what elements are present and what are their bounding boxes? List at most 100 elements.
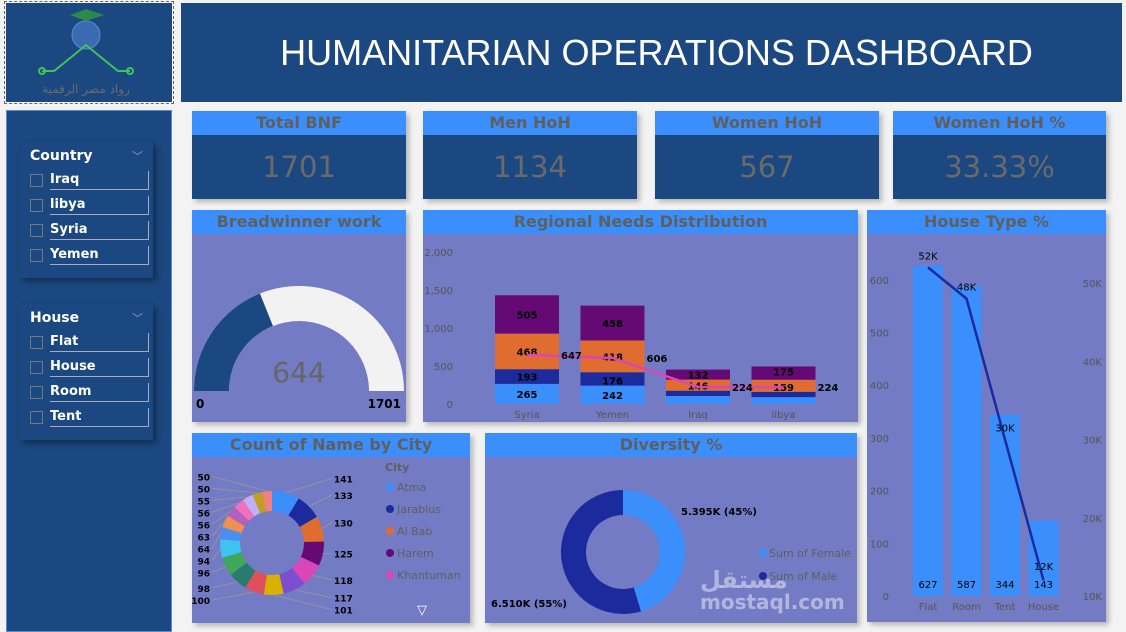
card-title: Count of Name by City (192, 433, 470, 457)
watermark-url: mostaql.com (700, 590, 845, 614)
checkbox[interactable] (30, 361, 43, 374)
kpi-label: Women HoH (655, 111, 879, 135)
donut-slice (623, 490, 685, 612)
gauge-fill (194, 293, 273, 391)
y2-tick-label: 10K (1083, 592, 1103, 603)
leader-line (211, 520, 226, 537)
slicer-option-libya[interactable]: libya (30, 193, 149, 218)
data-label: 118 (334, 577, 353, 587)
slicer-title: Country (30, 148, 93, 164)
breadwinner-gauge-card: Breadwinner work 644 0 1701 (192, 210, 406, 422)
bar-segment (495, 383, 559, 404)
y2-tick-label: 20K (1083, 514, 1103, 525)
line-label: 30K (995, 424, 1015, 435)
data-label: 6.510K (55%) (491, 599, 567, 610)
kpi-women-hoh-pct: Women HoH % 33.33% (893, 111, 1106, 199)
checkbox[interactable] (30, 249, 43, 262)
data-label: 193 (517, 373, 538, 384)
donut-slice (272, 491, 299, 516)
card-title: Diversity % (485, 433, 857, 457)
checkbox[interactable] (30, 336, 43, 349)
x-tick-label: Yemen (595, 410, 629, 421)
option-label: Iraq (50, 171, 149, 190)
slicer-option-yemen[interactable]: Yemen (30, 243, 149, 268)
bar-segment (751, 366, 816, 380)
chevron-down-icon[interactable]: ﹀ (132, 312, 143, 325)
card-title: Regional Needs Distribution (423, 210, 858, 234)
data-label: 5.395K (45%) (681, 507, 757, 518)
kpi-label: Men HoH (423, 111, 637, 135)
leader-line (211, 566, 226, 573)
leader-line (211, 532, 222, 549)
bar (990, 414, 1020, 596)
regional-needs-chart: 0 500 1,000 1,500 2,000 265 193 468 505 Syria 242 1… (424, 248, 838, 421)
leader-line (211, 502, 239, 513)
leader-line (321, 522, 333, 530)
leader-line (294, 589, 333, 599)
legend-marker (386, 483, 394, 491)
checkbox[interactable] (30, 199, 43, 212)
data-label: 176 (602, 377, 623, 388)
checkbox[interactable] (30, 224, 43, 237)
donut-slice (222, 552, 247, 575)
y2-tick-label: 50K (1083, 279, 1103, 290)
donut-slice (230, 562, 256, 588)
logo-icon: رواد مصر الرقمية (38, 9, 134, 97)
slicer-option-tent[interactable]: Tent (30, 405, 149, 430)
kpi-value: 1134 (423, 135, 637, 199)
country-slicer[interactable]: Country ﹀ Iraq libya Syria Yemen (20, 142, 153, 278)
legend-scroll-down-icon[interactable]: ▽ (417, 603, 427, 618)
donut-slice (291, 556, 319, 584)
regional-needs-card: Regional Needs Distribution 0 500 1,000 1,5… (423, 210, 858, 422)
card-title: Breadwinner work (192, 210, 406, 234)
checkbox[interactable] (30, 411, 43, 424)
gauge-max: 1701 (368, 397, 401, 411)
data-label: 100 (192, 597, 210, 607)
slicer-option-iraq[interactable]: Iraq (30, 168, 149, 193)
y-tick-label: 400 (870, 381, 889, 392)
checkbox[interactable] (30, 174, 43, 187)
legend-item: Sum of Female (769, 547, 851, 560)
donut-slice (227, 506, 249, 527)
slicer-option-syria[interactable]: Syria (30, 218, 149, 243)
title-bar: HUMANITARIAN OPERATIONS DASHBOARD (181, 3, 1122, 102)
data-label: 458 (602, 319, 623, 330)
bar-segment (495, 333, 559, 370)
legend-marker (386, 505, 394, 513)
data-label: 56 (197, 509, 210, 519)
donut-slice (288, 498, 317, 527)
data-label: 63 (197, 533, 210, 543)
slicer-option-house[interactable]: House (30, 355, 149, 380)
legend-item: Jarablus (396, 503, 441, 516)
slicer-option-flat[interactable]: Flat (30, 330, 149, 355)
gauge-chart: 644 0 1701 (194, 286, 404, 411)
line-label: 52K (918, 251, 938, 262)
x-tick-label: Tent (994, 602, 1016, 613)
x-tick-label: Iraq (688, 410, 708, 421)
leader-line (211, 487, 258, 494)
donut-slice (220, 539, 242, 558)
donut-slice (220, 527, 242, 541)
gauge-value: 644 (272, 356, 325, 389)
diversity-card: Diversity % Sum of Female Sum of Male 5.39… (485, 433, 857, 623)
house-type-card: House Type % 0 100 200 300 400 500 600 10K 20K 30… (867, 210, 1106, 622)
diversity-donut-chart: Sum of Female Sum of Male 5.395K (45%) 6.51… (491, 490, 851, 614)
donut-slice (245, 570, 267, 595)
legend-title: City (385, 461, 409, 474)
house-type-chart: 0 100 200 300 400 500 600 10K 20K 30K 40K 50K 627 Fla… (870, 251, 1103, 613)
option-label: Flat (50, 333, 149, 352)
legend-marker (386, 571, 394, 579)
kpi-men-hoh: Men HoH 1134 (423, 111, 637, 199)
option-label: Tent (50, 408, 149, 427)
checkbox[interactable] (30, 386, 43, 399)
house-slicer[interactable]: House ﹀ Flat House Room Tent (20, 304, 153, 440)
option-label: Yemen (50, 246, 149, 265)
leader-line (211, 548, 221, 561)
data-label: 94 (197, 557, 210, 567)
slicer-option-room[interactable]: Room (30, 380, 149, 405)
chevron-down-icon[interactable]: ﹀ (132, 150, 143, 163)
legend-item: Khantuman (397, 569, 461, 582)
bar-segment (580, 372, 645, 386)
kpi-women-hoh: Women HoH 567 (655, 111, 879, 199)
legend-item: Al Bab (397, 525, 432, 538)
